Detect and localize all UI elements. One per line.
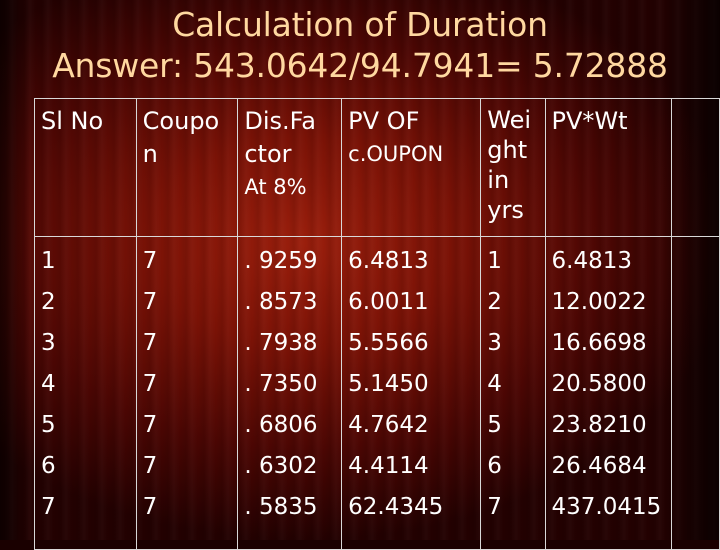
weight-cell: 5	[487, 412, 502, 438]
header-pv-wt: PV*Wt	[544, 98, 672, 237]
coupon-cell: 7	[142, 248, 158, 274]
title-line-1: Calculation of Duration	[172, 5, 548, 44]
sl-no-cell: 3	[41, 330, 56, 356]
weight-cell: 2	[487, 289, 502, 315]
coupon-cell: 7	[142, 289, 158, 315]
coupon-cell: 7	[142, 412, 158, 438]
sl-no-cell: 6	[41, 453, 56, 479]
header-empty	[670, 98, 720, 237]
pv-wt-cell: 26.4684	[551, 453, 647, 479]
coupon-cell: 7	[142, 453, 158, 479]
discount-factor-cell: . 8573	[244, 289, 318, 315]
discount-factor-column: . 9259 . 8573 . 7938 . 7350 . 6806 . 630…	[237, 236, 343, 550]
table-body-row: 1 2 3 4 5 6 7 7 7 7 7 7 7 7	[34, 236, 720, 550]
sl-no-cell: 4	[41, 371, 56, 397]
title-line-2: Answer: 543.0642/94.7941= 5.72888	[52, 46, 668, 85]
pv-wt-cell: 20.5800	[551, 371, 647, 397]
empty-column	[670, 236, 720, 550]
pv-wt-cell: 16.6698	[551, 330, 647, 356]
header-weight: Wei ght in yrs	[480, 98, 546, 237]
discount-factor-cell: . 7350	[244, 371, 318, 397]
sl-no-cell: 1	[41, 248, 56, 274]
pv-coupon-cell: 6.4813	[348, 248, 429, 274]
pv-wt-cell: 23.8210	[551, 412, 647, 438]
coupon-cell: 7	[142, 371, 158, 397]
weight-cell: 6	[487, 453, 502, 479]
pv-wt-cell: 6.4813	[551, 248, 632, 274]
discount-factor-cell: . 5835	[244, 494, 318, 520]
weight-cell: 7	[487, 494, 502, 520]
pv-coupon-cell: 5.1450	[348, 371, 429, 397]
header-sl-no: Sl No	[34, 98, 137, 237]
pv-coupon-cell: 4.4114	[348, 453, 429, 479]
header-discount-factor: Dis.Fa ctor At 8%	[237, 98, 343, 237]
weight-cell: 1	[487, 248, 502, 274]
pv-coupon-cell: 5.5566	[348, 330, 429, 356]
coupon-column: 7 7 7 7 7 7 7	[135, 236, 239, 550]
duration-table: Sl No Coupo n Dis.Fa ctor At 8% PV OF c.…	[34, 98, 720, 550]
slide-title: Calculation of Duration Answer: 543.0642…	[0, 4, 720, 86]
header-coupon: Coupo n	[135, 98, 239, 237]
weight-cell: 3	[487, 330, 502, 356]
pv-coupon-cell: 6.0011	[348, 289, 429, 315]
sl-no-column: 1 2 3 4 5 6 7	[34, 236, 137, 550]
header-pv-coupon: PV OF c.OUPON	[341, 98, 482, 237]
coupon-cell: 7	[142, 330, 158, 356]
discount-factor-cell: . 6806	[244, 412, 318, 438]
table-header-row: Sl No Coupo n Dis.Fa ctor At 8% PV OF c.…	[34, 98, 720, 237]
duration-table-wrap: Sl No Coupo n Dis.Fa ctor At 8% PV OF c.…	[34, 98, 720, 550]
sl-no-cell: 5	[41, 412, 56, 438]
sl-no-cell: 2	[41, 289, 56, 315]
left-shadow	[0, 0, 30, 540]
pv-wt-cell: 437.0415	[551, 494, 662, 520]
discount-factor-cell: . 6302	[244, 453, 318, 479]
weight-cell: 4	[487, 371, 502, 397]
discount-factor-cell: . 7938	[244, 330, 318, 356]
discount-factor-cell: . 9259	[244, 248, 318, 274]
coupon-cell: 7	[142, 494, 158, 520]
pv-coupon-cell: 62.4345	[348, 494, 444, 520]
pv-coupon-cell: 4.7642	[348, 412, 429, 438]
sl-no-cell: 7	[41, 494, 56, 520]
pv-wt-cell: 12.0022	[551, 289, 647, 315]
pv-wt-column: 6.4813 12.0022 16.6698 20.5800 23.8210 2…	[544, 236, 672, 550]
weight-column: 1 2 3 4 5 6 7	[480, 236, 546, 550]
pv-coupon-column: 6.4813 6.0011 5.5566 5.1450 4.7642 4.411…	[341, 236, 482, 550]
